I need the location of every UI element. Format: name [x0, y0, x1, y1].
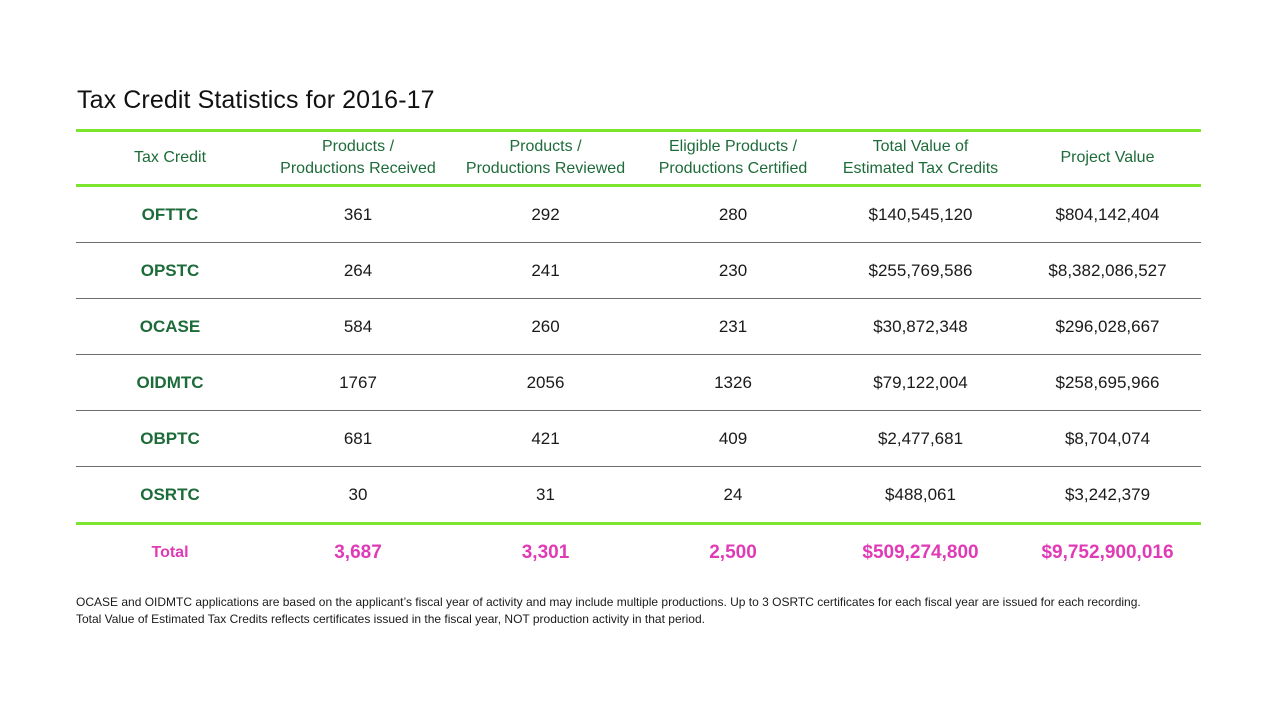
- certified-cell: 1326: [639, 354, 827, 411]
- column-header-line: Productions Reviewed: [465, 160, 626, 177]
- reviewed-cell: 260: [452, 298, 639, 355]
- total-project-value: $9,752,900,016: [1041, 542, 1174, 563]
- table-footer: Total 3,687 3,301 2,500 $509,274,800 $9,…: [76, 523, 1201, 582]
- tax-credit-name-cell: OIDMTC: [76, 354, 264, 411]
- table-row: OCASE 584 260 231 $30,872,348 $296,028,6…: [76, 298, 1201, 355]
- column-header-line: Total Value of: [872, 138, 969, 155]
- estimated-tax-credits-cell: $2,477,681: [827, 410, 1014, 467]
- project-value-cell: $8,704,074: [1014, 410, 1201, 467]
- table-row: OFTTC 361 292 280 $140,545,120 $804,142,…: [76, 185, 1201, 243]
- total-certified: 2,500: [709, 542, 757, 563]
- project-value-cell: $804,142,404: [1014, 185, 1201, 243]
- received-cell: 264: [264, 242, 452, 299]
- estimated-tax-credits-cell: $255,769,586: [827, 242, 1014, 299]
- project-value-cell: $3,242,379: [1064, 484, 1151, 504]
- received-cell: 361: [264, 185, 452, 243]
- certified-cell: 409: [639, 410, 827, 467]
- column-header-products-received: Products / Productions Received: [264, 131, 452, 186]
- tax-credit-name-cell: OFTTC: [76, 185, 264, 243]
- received-cell: 1767: [264, 354, 452, 411]
- footnote: OCASE and OIDMTC applications are based …: [76, 594, 1201, 627]
- table-row: OIDMTC 1767 2056 1326 $79,122,004 $258,6…: [76, 354, 1201, 411]
- received-cell: 681: [264, 410, 452, 467]
- reviewed-cell: 2056: [452, 354, 639, 411]
- total-reviewed: 3,301: [521, 542, 570, 563]
- column-header-line: Eligible Products /: [668, 138, 798, 155]
- reviewed-cell: 241: [452, 242, 639, 299]
- certified-cell: 280: [639, 185, 827, 243]
- tax-credit-name-cell: OSRTC: [140, 484, 200, 504]
- estimated-tax-credits-cell: $140,545,120: [827, 185, 1014, 243]
- column-header-estimated-tax-credits: Total Value of Estimated Tax Credits: [827, 131, 1014, 186]
- column-header-line: Productions Received: [280, 160, 436, 177]
- table-body: OFTTC 361 292 280 $140,545,120 $804,142,…: [76, 185, 1201, 524]
- received-cell: 584: [264, 298, 452, 355]
- column-header-line: Project Value: [1060, 149, 1155, 166]
- received-cell: 30: [348, 484, 368, 504]
- column-header-line: Tax Credit: [133, 149, 207, 166]
- total-received: 3,687: [334, 542, 382, 563]
- total-label: Total: [151, 544, 189, 561]
- column-header-tax-credit: Tax Credit: [76, 131, 264, 186]
- table-row: OPSTC 264 241 230 $255,769,586 $8,382,08…: [76, 242, 1201, 299]
- project-value-cell: $258,695,966: [1014, 354, 1201, 411]
- tax-credit-name-cell: OPSTC: [76, 242, 264, 299]
- table-header: Tax Credit Products / Productions Receiv…: [76, 130, 1201, 186]
- column-header-line: Productions Certified: [658, 160, 808, 177]
- column-header-project-value: Project Value: [1014, 131, 1201, 186]
- certified-cell: 24: [723, 484, 743, 504]
- certified-cell: 230: [639, 242, 827, 299]
- certified-cell: 231: [639, 298, 827, 355]
- column-header-products-reviewed: Products / Productions Reviewed: [452, 131, 639, 186]
- footnote-line: Total Value of Estimated Tax Credits ref…: [76, 611, 705, 626]
- footnote-line: OCASE and OIDMTC applications are based …: [76, 595, 1141, 609]
- tax-credit-name-cell: OBPTC: [76, 410, 264, 467]
- reviewed-cell: 292: [452, 185, 639, 243]
- reviewed-cell: 421: [452, 410, 639, 467]
- header-row: Tax Credit Products / Productions Receiv…: [76, 130, 1201, 186]
- reviewed-cell: 31: [536, 484, 555, 504]
- estimated-tax-credits-cell: $30,872,348: [827, 298, 1014, 355]
- table-row: OSRTC 30 31 24 $488,061 $3,242,379: [76, 467, 1201, 524]
- column-header-line: Products /: [321, 138, 395, 155]
- estimated-tax-credits-cell: $79,122,004: [827, 354, 1014, 411]
- column-header-line: Estimated Tax Credits: [842, 160, 999, 177]
- estimated-tax-credits-cell: $488,061: [885, 484, 956, 504]
- page-title: Tax Credit Statistics for 2016-17: [77, 86, 435, 114]
- project-value-cell: $8,382,086,527: [1014, 242, 1201, 299]
- tax-credit-statistics-table: Tax Credit Products / Productions Receiv…: [76, 129, 1201, 581]
- column-header-products-certified: Eligible Products / Productions Certifie…: [639, 131, 827, 186]
- table-row: OBPTC 681 421 409 $2,477,681 $8,704,074: [76, 410, 1201, 467]
- tax-credit-name-cell: OCASE: [76, 298, 264, 355]
- project-value-cell: $296,028,667: [1014, 298, 1201, 355]
- total-row: Total 3,687 3,301 2,500 $509,274,800 $9,…: [76, 523, 1201, 582]
- column-header-line: Products /: [509, 138, 582, 155]
- total-estimated-tax-credits: $509,274,800: [862, 542, 979, 563]
